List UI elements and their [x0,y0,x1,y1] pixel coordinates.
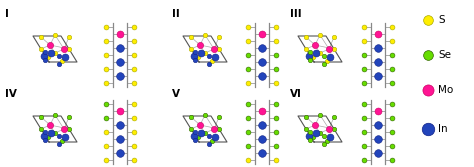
Text: S: S [438,15,445,25]
Text: III: III [290,9,301,19]
Text: In: In [438,124,447,134]
Text: VI: VI [290,89,302,99]
Text: II: II [172,9,180,19]
Text: I: I [5,9,9,19]
Text: IV: IV [5,89,17,99]
Text: V: V [172,89,180,99]
Text: Mo: Mo [438,85,453,95]
Text: Se: Se [438,50,451,60]
